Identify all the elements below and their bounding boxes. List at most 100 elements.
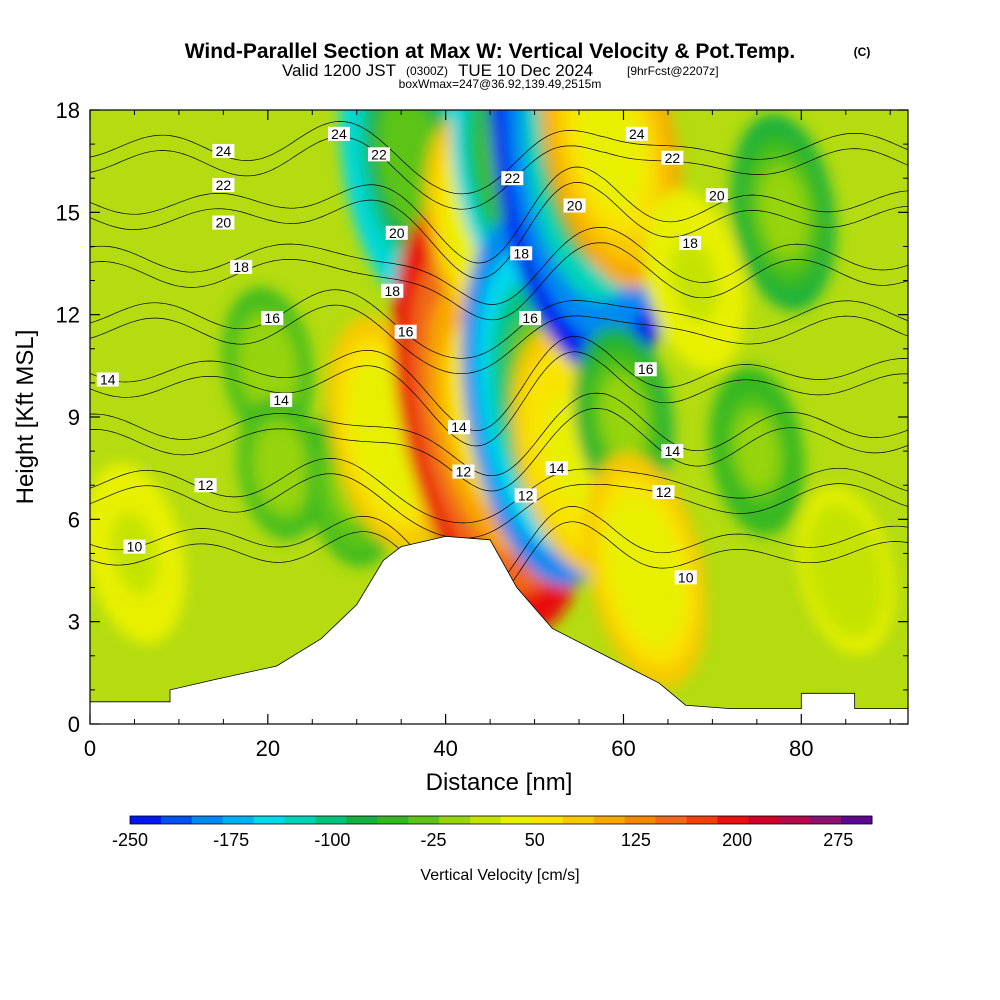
colorbar-swatch xyxy=(531,816,564,824)
theta-label-bg xyxy=(194,478,217,493)
theta-label-text: 10 xyxy=(678,569,694,585)
theta-label-23: 22 xyxy=(661,150,684,166)
theta-label-bg xyxy=(123,539,146,554)
theta-label-bg xyxy=(634,362,657,377)
valid-zulu: (0300Z) xyxy=(406,64,448,78)
theta-line-22-0 xyxy=(90,182,908,279)
theta-line-12-0 xyxy=(90,473,908,539)
colorbar-swatch xyxy=(160,816,193,824)
colorbar-swatch xyxy=(191,816,224,824)
theta-line-12-1 xyxy=(90,458,908,524)
y-tick-label: 12 xyxy=(56,303,80,328)
theta-label-text: 16 xyxy=(398,324,414,340)
colorbar-swatch xyxy=(748,816,780,824)
x-tick-label: 20 xyxy=(256,736,280,761)
y-tick-label: 15 xyxy=(56,200,80,225)
theta-label-bg xyxy=(519,311,542,326)
theta-label-bg xyxy=(705,188,728,203)
colorbar-label: Vertical Velocity [cm/s] xyxy=(420,867,579,884)
theta-label-text: 16 xyxy=(264,310,280,326)
colorbar-tick-label: 200 xyxy=(722,830,752,850)
valid-time: Valid 1200 JST xyxy=(282,61,396,80)
theta-label-text: 24 xyxy=(216,143,232,159)
theta-label-11: 20 xyxy=(385,225,408,241)
theta-label-bg xyxy=(385,225,408,240)
colorbar-ticks: -250 -175 -100 -25 50 125 200 275 xyxy=(112,830,853,850)
theta-label-9: 24 xyxy=(327,126,350,142)
theta-label-18: 16 xyxy=(519,310,542,326)
theta-label-bg xyxy=(674,570,697,585)
theta-label-text: 18 xyxy=(682,235,698,251)
theta-label-text: 22 xyxy=(371,146,387,162)
theta-label-bg xyxy=(679,236,702,251)
theta-label-text: 14 xyxy=(273,392,289,408)
theta-label-bg xyxy=(661,444,684,459)
colorbar-tick-label: -250 xyxy=(112,830,148,850)
theta-label-text: 22 xyxy=(216,177,232,193)
colorbar-swatch xyxy=(346,816,378,824)
plot-area: 10 12 14 18 20 22 24 16 14 24 22 20 18 16 14 12 22 18 16 12… xyxy=(90,110,908,724)
theta-label-text: 20 xyxy=(216,215,232,231)
theta-line-20-1 xyxy=(90,227,908,305)
y-tick-label: 9 xyxy=(68,405,80,430)
theta-label-2: 14 xyxy=(96,371,119,387)
theta-label-10: 22 xyxy=(367,146,390,162)
theta-line-20-0 xyxy=(90,242,908,321)
theta-label-19: 12 xyxy=(514,487,537,503)
colorbar-swatch xyxy=(470,816,502,824)
colorbar-swatch xyxy=(717,816,749,824)
theta-label-text: 20 xyxy=(709,187,725,203)
theta-label-14: 14 xyxy=(447,419,470,435)
theta-label-bg xyxy=(212,178,235,193)
colorbar-swatch xyxy=(408,816,440,824)
x-tick-label: 80 xyxy=(789,736,813,761)
colorbar-swatch xyxy=(655,816,687,824)
theta-label-3: 18 xyxy=(230,259,253,275)
theta-label-0: 10 xyxy=(123,539,146,555)
w-feature-18 xyxy=(759,167,808,258)
colorbar-swatch xyxy=(562,816,595,824)
theta-label-text: 20 xyxy=(389,225,405,241)
theta-label-text: 12 xyxy=(456,464,472,480)
w-feature-1 xyxy=(247,329,289,402)
theta-label-text: 16 xyxy=(638,361,654,377)
theta-line-14-1 xyxy=(90,392,908,477)
theta-label-text: 18 xyxy=(513,245,529,261)
y-tick-label: 6 xyxy=(68,507,80,532)
w-feature-16 xyxy=(671,238,719,323)
vertical-velocity-field xyxy=(90,110,895,688)
w-feature-15 xyxy=(617,516,674,625)
w-feature-17 xyxy=(735,412,779,491)
theta-line-16-1 xyxy=(90,336,908,431)
x-tick-label: 60 xyxy=(611,736,635,761)
box-wmax-info: boxWmax=247@36.92,139.49,2515m xyxy=(399,77,602,91)
colorbar-tick-label: -100 xyxy=(314,830,350,850)
theta-line-22-1 xyxy=(90,166,908,264)
theta-label-text: 14 xyxy=(451,419,467,435)
theta-label-text: 16 xyxy=(522,310,538,326)
colorbar-tick-label: 50 xyxy=(525,830,545,850)
theta-label-6: 24 xyxy=(212,143,235,159)
y-axis-label: Height [Kft MSL] xyxy=(12,330,39,505)
theta-label-bg xyxy=(563,198,586,213)
theta-label-29: 10 xyxy=(674,569,697,585)
theta-label-26: 16 xyxy=(634,361,657,377)
colorbar xyxy=(129,815,873,825)
theta-label-text: 24 xyxy=(629,126,645,142)
theta-label-text: 22 xyxy=(665,150,681,166)
terrain-mask xyxy=(90,535,908,724)
theta-label-12: 18 xyxy=(381,283,404,299)
theta-label-bg xyxy=(661,150,684,165)
theta-label-22: 24 xyxy=(625,126,648,142)
forecast-info: [9hrFcst@2207z] xyxy=(627,64,719,78)
theta-label-bg xyxy=(447,420,470,435)
theta-label-text: 20 xyxy=(567,198,583,214)
w-feature-14 xyxy=(600,374,647,460)
y-axis: 0 3 6 9 12 15 18 xyxy=(56,98,908,737)
y-tick-label: 3 xyxy=(68,610,80,635)
x-axis-label: Distance [nm] xyxy=(426,769,573,796)
subtitle-line: Valid 1200 JST (0300Z) TUE 10 Dec 2024 [… xyxy=(282,61,719,80)
theta-label-15: 12 xyxy=(452,464,475,480)
x-axis: 0 20 40 60 80 xyxy=(84,110,891,761)
colorbar-swatch xyxy=(130,816,162,824)
